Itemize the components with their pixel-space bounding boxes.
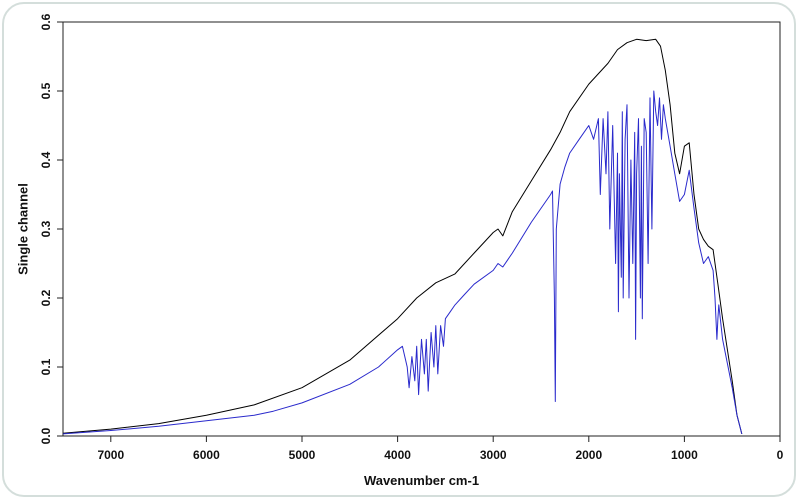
y-tick-label: 0.6 (39, 13, 53, 30)
x-tick-label: 6000 (193, 448, 220, 462)
series-line-1 (62, 38, 743, 435)
y-tick-label: 0.4 (39, 151, 53, 168)
y-tick-label: 0.1 (39, 358, 53, 375)
y-axis-label: Single channel (15, 183, 30, 275)
y-tick-label: 0.2 (39, 289, 53, 306)
y-tick-label: 0.0 (39, 427, 53, 444)
plot-axes (62, 21, 781, 437)
x-axis-label: Wavenumber cm-1 (364, 473, 479, 488)
y-axis-ticks: 0.0 0.1 0.2 0.3 0.4 0.5 0.6 (39, 13, 63, 444)
y-tick-label: 0.5 (39, 82, 53, 99)
x-tick-label: 1000 (671, 448, 698, 462)
x-tick-label: 4000 (384, 448, 411, 462)
series-line-2 (62, 90, 743, 435)
x-tick-label: 3000 (480, 448, 507, 462)
x-tick-label: 7000 (97, 448, 124, 462)
x-tick-label: 2000 (575, 448, 602, 462)
x-tick-label: 5000 (289, 448, 316, 462)
x-axis-ticks: 7000 6000 5000 4000 3000 2000 1000 0 (97, 436, 784, 462)
series-group (62, 38, 743, 435)
y-tick-label: 0.3 (39, 220, 53, 237)
plot-area-border (62, 21, 781, 437)
x-tick-label: 0 (777, 448, 784, 462)
